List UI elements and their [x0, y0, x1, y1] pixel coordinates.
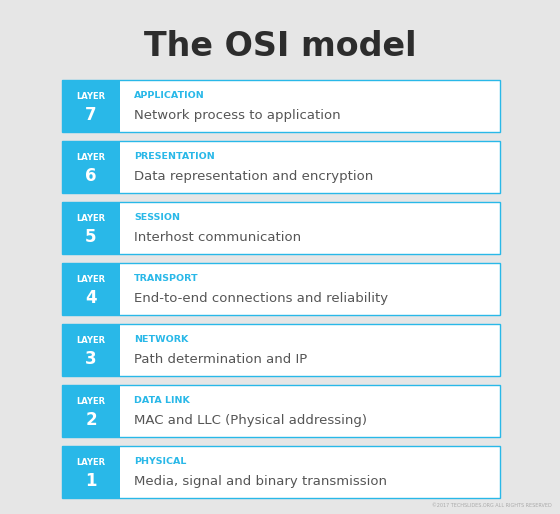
- Text: 3: 3: [85, 351, 97, 369]
- Bar: [62, 141, 500, 193]
- Text: 1: 1: [85, 472, 97, 490]
- Bar: [62, 80, 120, 132]
- Text: LAYER: LAYER: [76, 336, 106, 345]
- Bar: [62, 202, 500, 254]
- Text: Network process to application: Network process to application: [134, 109, 340, 122]
- Text: Path determination and IP: Path determination and IP: [134, 353, 307, 366]
- Bar: [62, 263, 500, 315]
- Bar: [62, 141, 120, 193]
- Bar: [62, 324, 120, 376]
- Text: TRANSPORT: TRANSPORT: [134, 273, 199, 283]
- Text: LAYER: LAYER: [76, 458, 106, 467]
- Bar: [62, 80, 500, 132]
- Text: ©2017 TECHSLIDES.ORG ALL RIGHTS RESERVED: ©2017 TECHSLIDES.ORG ALL RIGHTS RESERVED: [432, 503, 552, 508]
- Text: Data representation and encryption: Data representation and encryption: [134, 170, 374, 183]
- Text: PHYSICAL: PHYSICAL: [134, 456, 186, 466]
- Text: End-to-end connections and reliability: End-to-end connections and reliability: [134, 292, 388, 305]
- Bar: [62, 324, 500, 376]
- Text: Interhost communication: Interhost communication: [134, 231, 301, 244]
- Text: LAYER: LAYER: [76, 275, 106, 284]
- Bar: [62, 263, 120, 315]
- Bar: [62, 385, 120, 437]
- Text: MAC and LLC (Physical addressing): MAC and LLC (Physical addressing): [134, 414, 367, 427]
- Text: LAYER: LAYER: [76, 92, 106, 101]
- Bar: [62, 202, 120, 254]
- Bar: [62, 385, 500, 437]
- Text: LAYER: LAYER: [76, 397, 106, 406]
- Text: PRESENTATION: PRESENTATION: [134, 152, 214, 160]
- Text: SESSION: SESSION: [134, 213, 180, 222]
- Bar: [62, 446, 500, 498]
- Text: The OSI model: The OSI model: [144, 29, 416, 63]
- Text: 5: 5: [85, 228, 97, 246]
- Text: Media, signal and binary transmission: Media, signal and binary transmission: [134, 475, 387, 488]
- Text: DATA LINK: DATA LINK: [134, 396, 190, 405]
- Bar: [62, 446, 120, 498]
- Text: 6: 6: [85, 168, 97, 186]
- Text: LAYER: LAYER: [76, 214, 106, 223]
- Text: LAYER: LAYER: [76, 153, 106, 162]
- Text: 7: 7: [85, 106, 97, 124]
- Text: 4: 4: [85, 289, 97, 307]
- Text: 2: 2: [85, 411, 97, 429]
- Text: APPLICATION: APPLICATION: [134, 90, 205, 100]
- Text: NETWORK: NETWORK: [134, 335, 188, 343]
